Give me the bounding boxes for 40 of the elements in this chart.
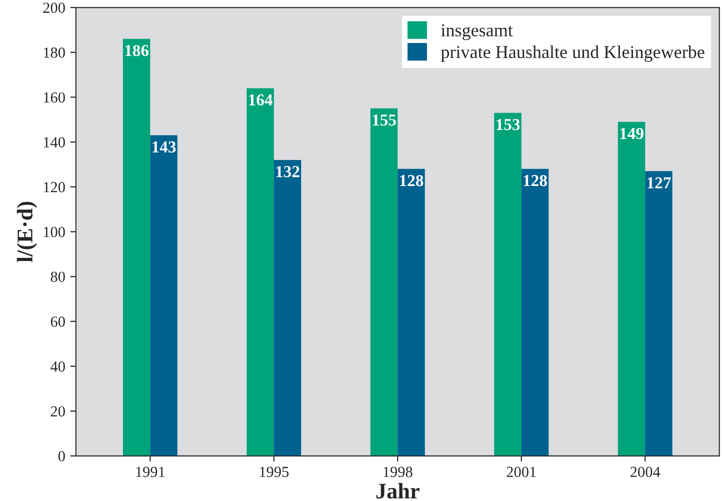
y-tick-label: 80	[50, 272, 65, 282]
data-label: 127	[648, 177, 671, 188]
y-tick-label: 140	[44, 137, 65, 148]
x-axis-title: Jahr	[376, 482, 420, 499]
bar	[618, 122, 646, 456]
legend-label: private Haushalte und Kleingewerbe	[441, 45, 704, 62]
x-tick-label: 1995	[260, 466, 289, 478]
y-tick-label: 0	[58, 451, 65, 462]
bar	[150, 135, 178, 456]
bar	[494, 112, 522, 456]
y-tick-label: 20	[50, 406, 65, 417]
bar	[370, 108, 398, 456]
bar	[122, 38, 150, 456]
bar	[246, 88, 274, 456]
data-label: 153	[496, 118, 520, 130]
data-label: 164	[249, 94, 272, 106]
y-tick-label: 180	[44, 47, 65, 58]
bar	[645, 171, 672, 456]
y-tick-label: 40	[50, 361, 65, 372]
y-tick-label: 60	[50, 316, 65, 327]
bar	[521, 168, 549, 456]
y-axis-title: l/(E·d)	[16, 202, 38, 262]
legend-label: insgesamt	[441, 24, 513, 40]
data-label: 186	[125, 44, 149, 56]
y-tick-label: 200	[43, 2, 65, 13]
data-label: 128	[400, 174, 424, 186]
y-tick-label: 100	[44, 226, 65, 238]
data-label: 128	[524, 174, 547, 186]
data-label: 155	[372, 114, 396, 126]
x-tick-label: 2001	[506, 466, 536, 478]
y-tick-label: 120	[44, 182, 65, 192]
y-tick-label: 160	[44, 92, 65, 103]
data-label: 143	[152, 141, 176, 153]
x-tick-label: 2004	[630, 466, 660, 478]
data-label: 149	[620, 128, 644, 140]
x-tick-label: 1991	[136, 466, 165, 478]
data-label: 132	[276, 166, 300, 178]
bar	[398, 168, 425, 456]
x-tick-label: 1998	[384, 466, 412, 478]
bar	[274, 160, 302, 456]
